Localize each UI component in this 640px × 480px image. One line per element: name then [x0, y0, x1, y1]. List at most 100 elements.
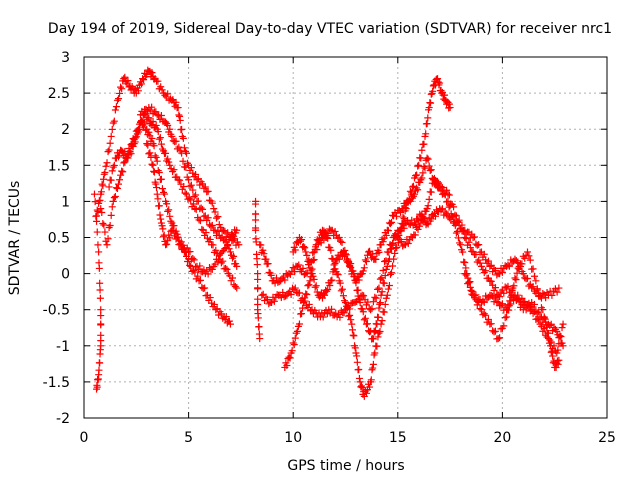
data-point: [305, 281, 313, 289]
data-point: [390, 255, 398, 263]
data-point: [124, 77, 132, 85]
data-point: [418, 174, 426, 182]
data-point: [434, 78, 442, 86]
data-point: [133, 126, 141, 134]
data-point: [454, 218, 462, 226]
data-point: [183, 244, 191, 252]
data-point: [189, 186, 197, 194]
data-point: [347, 264, 355, 272]
data-point: [226, 320, 234, 328]
data-point: [119, 168, 127, 176]
data-point: [95, 248, 103, 256]
data-point: [490, 328, 498, 336]
data-point: [189, 266, 197, 274]
data-point: [121, 158, 129, 166]
data-point: [558, 324, 566, 332]
data-point: [477, 306, 485, 314]
data-point: [355, 374, 363, 382]
data-point: [368, 366, 376, 374]
series-track-9: [258, 174, 567, 357]
data-point: [504, 282, 512, 290]
y-axis-label: SDTVAR / TECUs: [7, 181, 23, 296]
data-point: [214, 213, 222, 221]
data-point: [95, 359, 103, 367]
data-point: [158, 185, 166, 193]
data-point: [193, 176, 201, 184]
data-point: [164, 90, 172, 98]
data-point: [319, 313, 327, 321]
data-point: [143, 140, 151, 148]
data-point: [388, 241, 396, 249]
data-point: [230, 252, 238, 260]
data-point: [91, 198, 99, 206]
data-point: [354, 286, 362, 294]
data-point: [554, 346, 562, 354]
data-point: [186, 248, 194, 256]
data-point: [300, 298, 308, 306]
data-point: [368, 305, 376, 313]
y-tick-label: 0: [61, 267, 70, 283]
data-point: [96, 350, 104, 358]
data-point: [196, 217, 204, 225]
data-point: [166, 125, 174, 133]
data-point: [399, 213, 407, 221]
data-point: [459, 227, 467, 235]
data-point: [522, 306, 530, 314]
data-point: [331, 265, 339, 273]
data-point: [118, 85, 126, 93]
data-point: [97, 306, 105, 314]
data-point: [532, 277, 540, 285]
plot-frame: [83, 56, 608, 419]
data-point: [204, 187, 212, 195]
data-point: [328, 305, 336, 313]
data-point: [381, 258, 389, 266]
data-point: [303, 251, 311, 259]
data-point: [211, 208, 219, 216]
data-point: [424, 202, 432, 210]
data-point: [382, 265, 390, 273]
data-point: [476, 305, 484, 313]
data-point: [375, 284, 383, 292]
data-points: [90, 66, 567, 400]
data-point: [337, 237, 345, 245]
data-point: [328, 254, 336, 262]
data-point: [158, 222, 166, 230]
data-point: [221, 245, 229, 253]
data-point: [555, 284, 563, 292]
data-point: [222, 264, 230, 272]
data-point: [202, 229, 210, 237]
data-point: [429, 87, 437, 95]
x-tick-label: 20: [493, 430, 511, 446]
data-point: [157, 112, 165, 120]
data-point: [255, 323, 263, 331]
data-point: [94, 241, 102, 249]
data-point: [109, 163, 117, 171]
data-point: [233, 284, 241, 292]
data-point: [185, 176, 193, 184]
y-tick-label: -0.5: [43, 303, 70, 319]
data-point: [219, 257, 227, 265]
data-point: [304, 257, 312, 265]
data-point: [546, 322, 554, 330]
data-point: [194, 272, 202, 280]
data-point: [130, 140, 138, 148]
data-point: [291, 268, 299, 276]
data-point: [555, 356, 563, 364]
data-point: [121, 73, 129, 81]
data-point: [535, 308, 543, 316]
data-point: [461, 234, 469, 241]
data-point: [170, 166, 178, 174]
data-point: [302, 270, 310, 278]
data-point: [480, 250, 488, 258]
data-point: [112, 184, 120, 192]
data-point: [313, 288, 321, 296]
data-point: [371, 293, 379, 301]
data-point: [449, 213, 457, 221]
data-point: [103, 159, 111, 167]
data-point: [389, 240, 397, 248]
data-point: [475, 256, 483, 264]
data-point: [427, 99, 435, 107]
data-point: [335, 255, 343, 263]
data-point: [288, 347, 296, 355]
data-point: [96, 196, 104, 204]
